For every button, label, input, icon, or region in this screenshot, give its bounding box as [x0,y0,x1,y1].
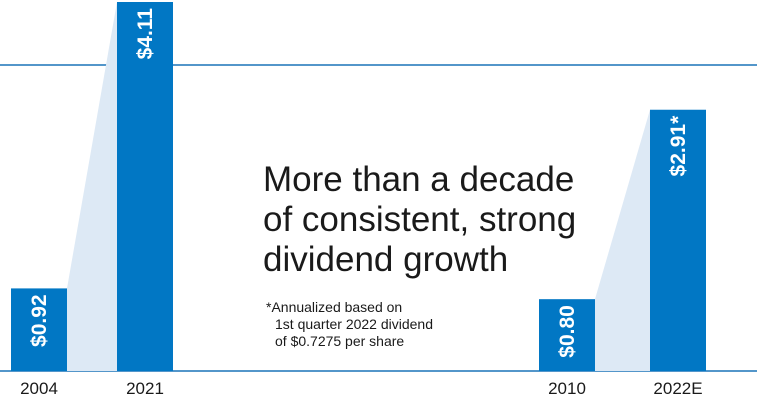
bar-value-label-2022E: $2.91* [667,115,690,177]
growth-connector-right [595,109,650,371]
category-label-2022E: 2022E [653,379,702,398]
bar-2022E [650,109,706,371]
category-label-2004: 2004 [20,379,58,398]
footnote-line-3: of $0.7275 per share [275,333,405,349]
bar-2010 [539,299,595,371]
bar-value-label-2021: $4.11 [134,8,157,60]
bar-value-label-2004: $0.92 [28,294,51,347]
bar-2004 [11,288,67,371]
growth-connector-left [67,2,117,371]
bar-value-label-2010: $0.80 [556,305,579,358]
headline: More than a decade of consistent, strong… [263,160,593,280]
category-label-2021: 2021 [126,379,164,398]
category-label-2010: 2010 [548,379,586,398]
headline-line-1: More than a decade [263,160,575,199]
footnote-line-1: *Annualized based on [266,299,403,315]
headline-line-3: dividend growth [263,240,509,279]
headline-line-2: of consistent, strong [263,200,577,239]
footnote-line-2: 1st quarter 2022 dividend [275,316,433,332]
footnote: *Annualized based on 1st quarter 2022 di… [266,299,506,350]
bar-2021 [117,2,173,371]
